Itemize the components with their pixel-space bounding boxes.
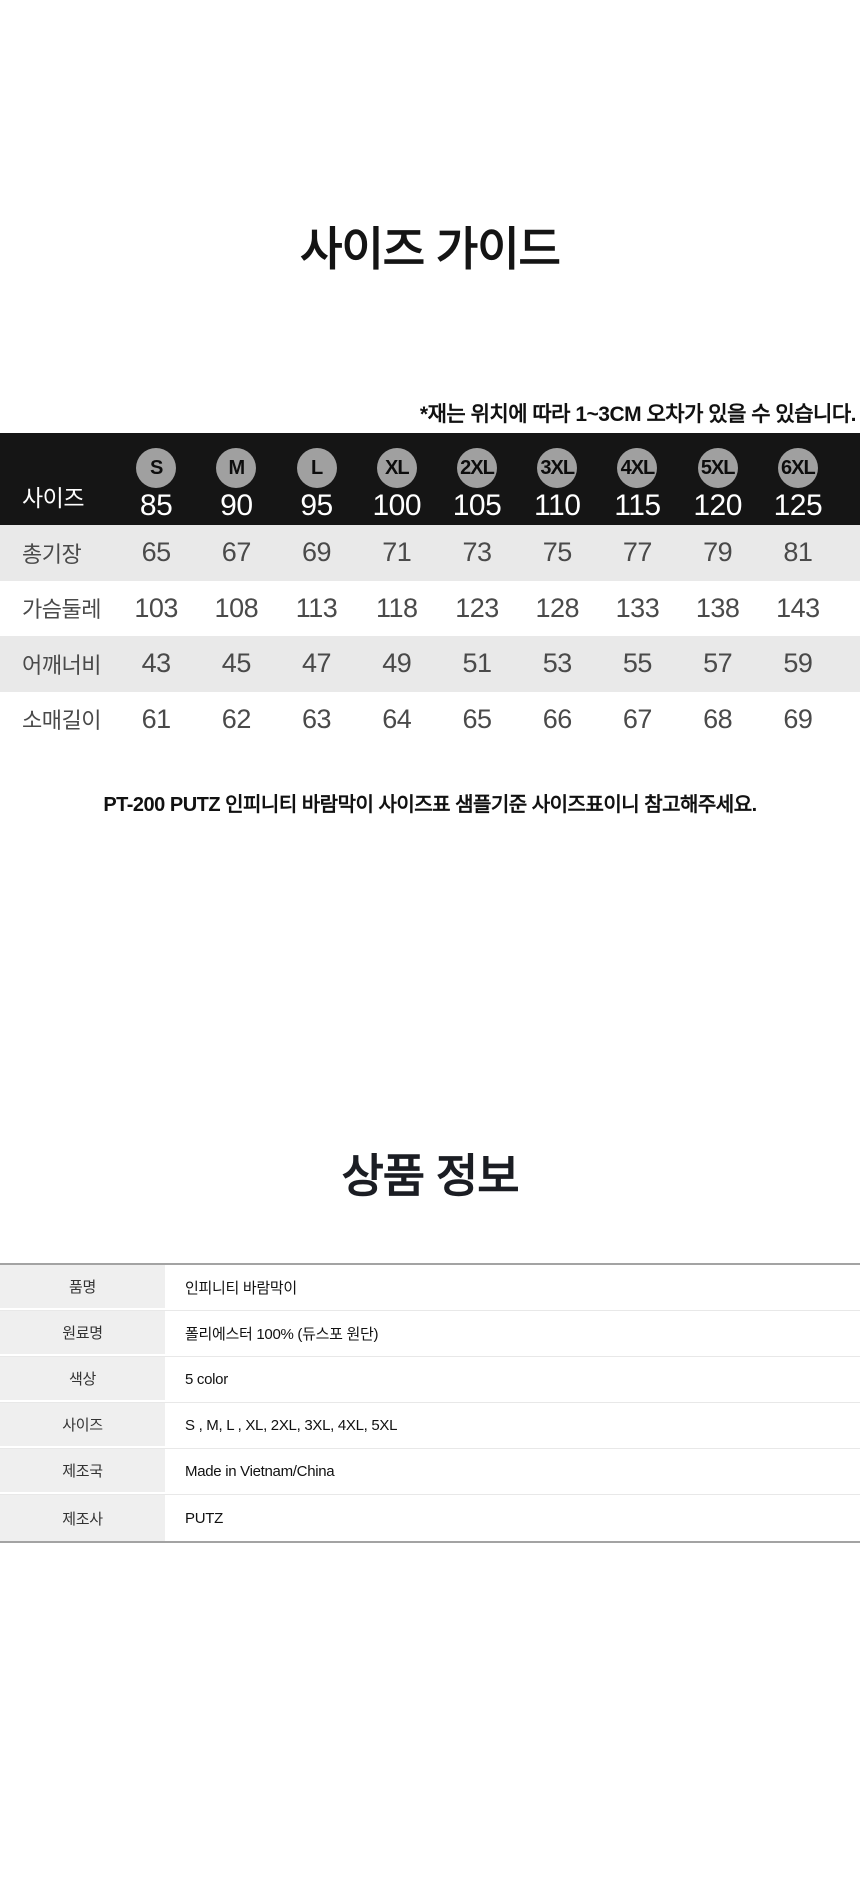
table-cell: 59	[783, 648, 813, 679]
info-value: 폴리에스터 100% (듀스포 원단)	[185, 1326, 379, 1343]
size-column-header: M 90	[196, 433, 276, 525]
size-number: 100	[372, 489, 422, 522]
row-label: 총기장	[22, 541, 82, 567]
size-column-header: 3XL 110	[517, 433, 597, 525]
size-number: 125	[773, 489, 823, 522]
size-column-header: 6XL 125	[758, 433, 838, 525]
info-row: 제조사 PUTZ	[0, 1495, 860, 1541]
info-label: 품명	[0, 1265, 165, 1310]
table-cell: 118	[375, 592, 418, 623]
table-cell: 43	[141, 648, 172, 679]
size-badge: XL	[376, 448, 417, 488]
info-value: PUTZ	[185, 1509, 223, 1527]
table-cell: 123	[455, 592, 499, 623]
size-number: 120	[693, 489, 742, 522]
size-badge: M	[216, 448, 257, 488]
info-row: 사이즈 S , M, L , XL, 2XL, 3XL, 4XL, 5XL	[0, 1403, 860, 1449]
table-row: 어깨너비 43 45 47 49 51 53 55 57 59	[0, 636, 860, 692]
table-cell: 61	[141, 703, 172, 734]
info-value: 5 color	[185, 1371, 228, 1388]
measurement-tolerance-note: *재는 위치에 따라 1~3CM 오차가 있을 수 있습니다.	[419, 403, 857, 426]
info-row: 원료명 폴리에스터 100% (듀스포 원단)	[0, 1311, 860, 1357]
size-badge: L	[296, 448, 337, 488]
product-info-table: 품명 인피니티 바람막이 원료명 폴리에스터 100% (듀스포 원단) 색상 …	[0, 1263, 860, 1543]
size-number: 105	[452, 489, 502, 522]
table-cell: 65	[141, 537, 172, 568]
info-label: 제조사	[0, 1495, 165, 1541]
size-table-header-row: 사이즈 S 85 M 90 L 95 XL 100 2XL 105	[0, 433, 860, 525]
size-number: 115	[614, 489, 661, 522]
table-cell: 47	[302, 648, 332, 679]
info-value: S , M, L , XL, 2XL, 3XL, 4XL, 5XL	[185, 1417, 398, 1434]
table-cell: 55	[622, 648, 653, 679]
table-cell: 108	[214, 592, 259, 623]
row-label: 어깨너비	[22, 652, 101, 678]
info-label: 사이즈	[0, 1403, 165, 1448]
size-badge: S	[136, 448, 177, 488]
table-cell: 49	[382, 648, 412, 679]
size-badge: 3XL	[537, 448, 578, 488]
table-cell: 63	[302, 703, 332, 734]
size-number: 85	[139, 489, 173, 522]
table-cell: 65	[462, 703, 492, 734]
table-row: 소매길이 61 62 63 64 65 66 67 68 69	[0, 691, 860, 747]
product-info-title: 상품 정보	[341, 1150, 519, 1202]
size-column-header: 2XL 105	[437, 433, 517, 525]
size-column-header: 5XL 120	[678, 433, 758, 525]
table-cell: 45	[221, 648, 252, 679]
size-badge: 5XL	[697, 448, 738, 488]
size-number: 110	[534, 489, 581, 522]
size-badge: 6XL	[777, 448, 818, 488]
size-number: 90	[220, 489, 253, 522]
table-cell: 62	[221, 703, 252, 734]
info-value: Made in Vietnam/China	[185, 1463, 335, 1480]
table-cell: 69	[783, 703, 813, 734]
info-label: 색상	[0, 1357, 165, 1402]
table-cell: 71	[382, 537, 412, 568]
table-cell: 64	[382, 703, 412, 734]
row-label: 소매길이	[22, 708, 101, 734]
table-row: 가슴둘레 103 108 113 118 123 128 133 138 143	[0, 580, 860, 636]
size-table-caption: PT-200 PUTZ 인피니티 바람막이 사이즈표 샘플기준 사이즈표이니 참…	[103, 794, 757, 816]
size-badge: 4XL	[617, 448, 658, 488]
table-cell: 57	[703, 648, 733, 679]
size-column-header: S 85	[116, 433, 196, 525]
table-cell: 133	[615, 592, 660, 623]
size-guide-title: 사이즈 가이드	[300, 223, 561, 275]
table-cell: 67	[622, 703, 653, 734]
size-column-header: XL 100	[357, 433, 437, 525]
table-cell: 69	[302, 537, 332, 568]
table-cell: 68	[703, 703, 733, 734]
table-cell: 67	[221, 537, 252, 568]
table-cell: 79	[703, 537, 733, 568]
table-cell: 73	[462, 537, 492, 568]
size-number: 95	[300, 489, 333, 522]
table-cell: 138	[695, 592, 740, 623]
table-cell: 143	[776, 592, 820, 623]
row-label: 가슴둘레	[22, 597, 101, 623]
table-cell: 77	[622, 537, 653, 568]
info-label: 원료명	[0, 1311, 165, 1356]
size-column-header: L 95	[276, 433, 356, 525]
info-row: 색상 5 color	[0, 1357, 860, 1403]
size-table-header-label: 사이즈	[22, 485, 84, 511]
table-cell: 53	[542, 648, 573, 679]
table-cell: 51	[462, 648, 492, 679]
table-cell: 128	[535, 592, 579, 623]
size-guide-table: 사이즈 S 85 M 90 L 95 XL 100 2XL 105	[0, 433, 860, 747]
table-cell: 66	[542, 703, 573, 734]
table-cell: 103	[134, 592, 178, 623]
info-row: 제조국 Made in Vietnam/China	[0, 1449, 860, 1495]
info-row: 품명 인피니티 바람막이	[0, 1265, 860, 1311]
info-label: 제조국	[0, 1449, 165, 1494]
size-column-header: 4XL 115	[597, 433, 677, 525]
table-cell: 81	[783, 537, 813, 568]
table-row: 총기장 65 67 69 71 73 75 77 79 81	[0, 525, 860, 581]
table-cell: 75	[542, 537, 573, 568]
info-value: 인피니티 바람막이	[185, 1280, 297, 1297]
table-cell: 113	[295, 592, 338, 623]
size-badge: 2XL	[456, 448, 497, 488]
